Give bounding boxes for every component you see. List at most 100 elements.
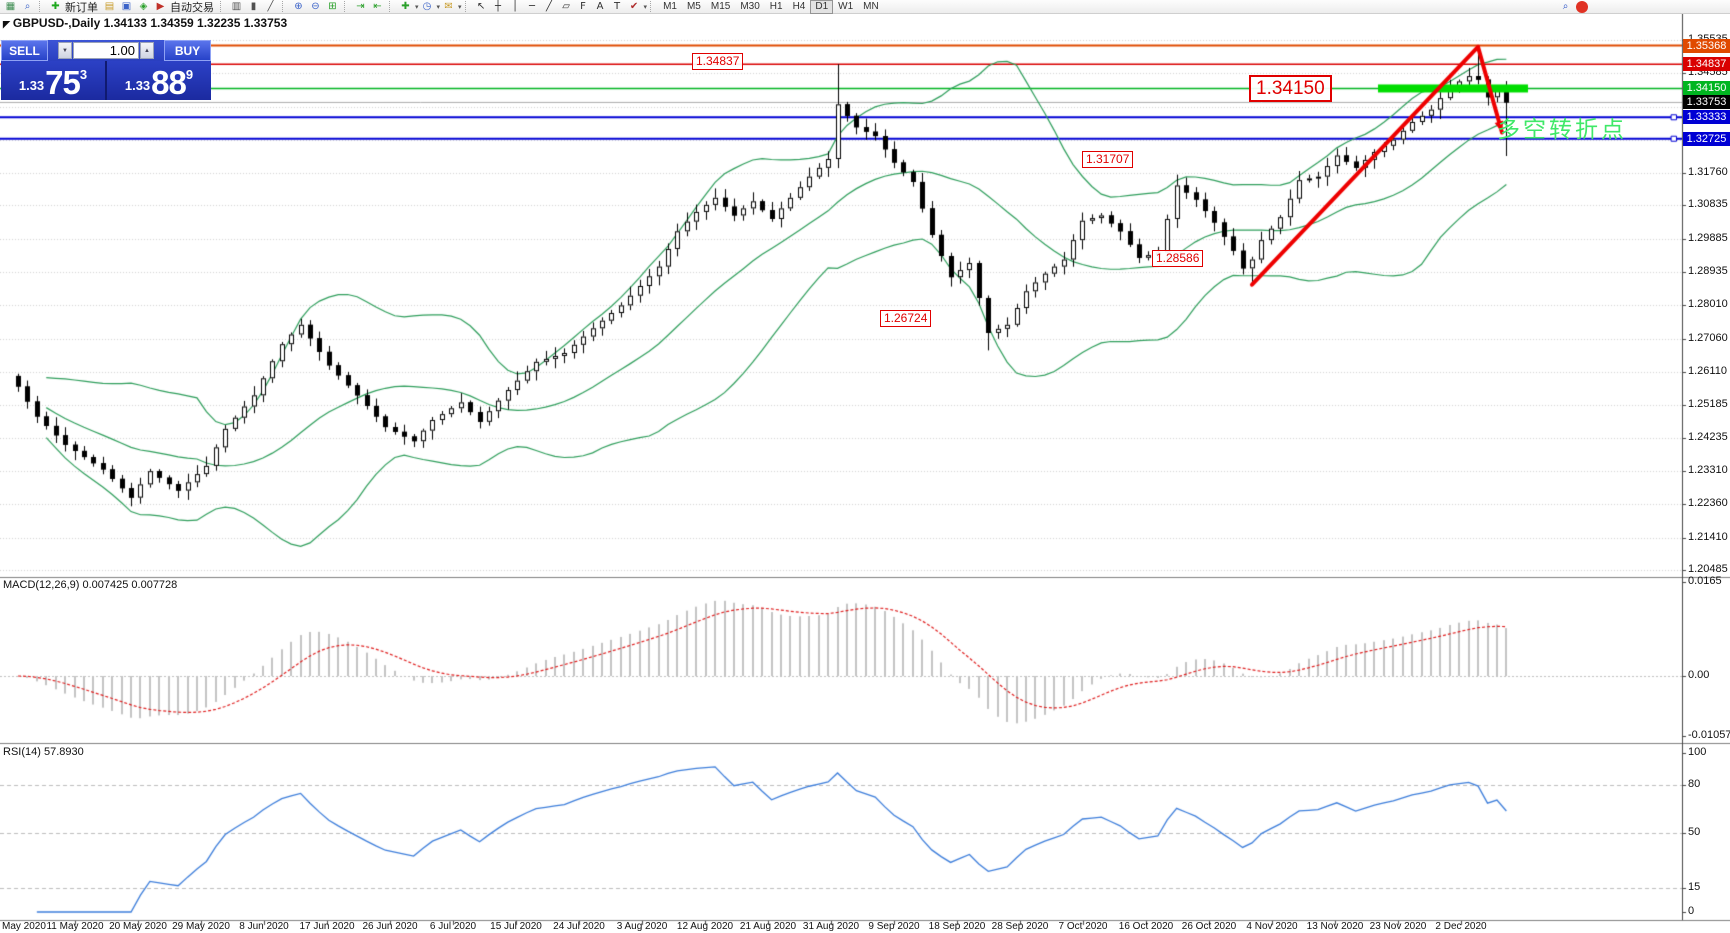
rsi-axis-tick: 100: [1688, 746, 1707, 758]
price-axis-tag: 1.34150: [1683, 81, 1730, 96]
bar-chart-icon[interactable]: ▥: [231, 0, 242, 12]
rsi-axis-tick: 15: [1688, 881, 1701, 894]
price-callout[interactable]: 1.34837: [692, 53, 744, 70]
buy-button[interactable]: BUY: [164, 40, 211, 61]
turning-point-annotation[interactable]: 多空转折点: [1497, 116, 1627, 142]
volume-control: ▼ ▲: [48, 42, 164, 59]
timeframe-m5-button[interactable]: M5: [686, 0, 701, 12]
buy-price-point: 9: [185, 67, 194, 82]
volume-decrease-button[interactable]: ▼: [58, 42, 72, 59]
macd-indicator-label: MACD(12,26,9) 0.007425 0.007728: [3, 579, 178, 591]
text-label-icon[interactable]: T: [613, 0, 621, 12]
price-axis-tick: 1.28010: [1688, 298, 1728, 311]
date-axis-label: 9 Sep 2020: [868, 921, 920, 932]
crosshair-icon[interactable]: ┼: [495, 0, 502, 12]
date-axis-label: May 2020: [2, 921, 46, 932]
date-axis-label: 28 Sep 2020: [991, 921, 1049, 932]
price-callout[interactable]: 1.31707: [1082, 151, 1134, 168]
date-axis-label: 16 Oct 2020: [1118, 921, 1174, 932]
sell-price[interactable]: 1.33 75 3: [1, 61, 107, 100]
horizontal-line-icon[interactable]: ─: [529, 0, 536, 12]
price-callout[interactable]: 1.28586: [1152, 250, 1204, 267]
main-toolbar: ▦ ⌕ ✚ 新订单 ▤ ▣ ◈ ▶ 自动交易 ▥ ▮ ╱ ⊕ ⊖ ⊞ ⇥ ⇤ ✚ ▾ ◷ ▾ ✉ ▾ ↖ ┼ │ ─ ╱ ▱ F A T ✔ ▾ M…: [0, 0, 1730, 14]
timeframe-m1-button[interactable]: M1: [663, 0, 677, 12]
market-watch-icon[interactable]: ▣: [121, 0, 132, 12]
channel-icon[interactable]: ▱: [562, 0, 570, 12]
cursor-icon[interactable]: ↖: [476, 0, 486, 12]
new-order-icon[interactable]: ✚: [51, 0, 60, 12]
signals-icon[interactable]: ◈: [139, 0, 148, 12]
line-chart-icon[interactable]: ╱: [267, 0, 274, 12]
chart-title: ◤ GBPUSD-,Daily 1.34133 1.34359 1.32235 1…: [3, 16, 287, 30]
date-axis-label: 31 Aug 2020: [802, 921, 860, 932]
fibonacci-icon[interactable]: F: [580, 0, 586, 12]
volume-increase-button[interactable]: ▲: [140, 42, 154, 59]
arrows-icon-dropdown[interactable]: ▾: [643, 3, 648, 11]
search-icon[interactable]: ⌕: [1562, 0, 1569, 12]
price-axis-tag: 1.32725: [1683, 131, 1730, 146]
candlestick-chart-icon[interactable]: ▮: [250, 0, 257, 12]
arrows-icon[interactable]: ✔: [629, 0, 639, 12]
tile-windows-icon[interactable]: ⊞: [328, 0, 337, 12]
sell-price-pips: 75: [45, 64, 81, 101]
date-axis-label: 20 May 2020: [109, 921, 167, 932]
zoom-in-icon[interactable]: ⊕: [294, 0, 303, 12]
date-axis-label: 18 Sep 2020: [928, 921, 986, 932]
sell-button[interactable]: SELL: [1, 40, 48, 61]
profiles-icon[interactable]: ⌕: [24, 0, 31, 12]
price-callout[interactable]: 1.34150: [1249, 75, 1332, 102]
autotrading-icon[interactable]: ▶: [156, 0, 165, 12]
vertical-line-icon[interactable]: │: [512, 0, 519, 12]
date-axis-label: 2 Dec 2020: [1435, 921, 1487, 932]
date-axis-label: 15 Jul 2020: [490, 921, 542, 932]
macd-axis-tick: 0.0165: [1688, 574, 1722, 587]
volume-input[interactable]: [73, 42, 139, 59]
new-chart-icon[interactable]: ▦: [5, 0, 16, 12]
date-axis-label: 13 Nov 2020: [1306, 921, 1364, 932]
macd-axis-tick: 0.00: [1688, 669, 1710, 681]
timeframe-h1-button[interactable]: H1: [769, 0, 783, 12]
toolbar-separator: [220, 1, 225, 12]
new-order-icon-label[interactable]: 新订单: [65, 1, 98, 14]
templates-icon[interactable]: ✉: [444, 0, 453, 12]
timeframe-m30-button[interactable]: M30: [740, 0, 760, 12]
indicators-icon[interactable]: ✚: [401, 0, 410, 12]
timeframe-w1-button[interactable]: W1: [838, 0, 854, 12]
price-axis-tick: 1.26110: [1688, 365, 1727, 378]
notifications-badge[interactable]: 1: [1576, 0, 1588, 13]
toolbar-separator: [389, 1, 394, 12]
toolbar-separator: [282, 1, 287, 12]
date-axis-label: 17 Jun 2020: [299, 921, 355, 932]
date-axis-label: 4 Nov 2020: [1246, 921, 1298, 932]
periods-icon[interactable]: ◷: [422, 0, 432, 12]
date-axis-label: 8 Jun 2020: [239, 921, 289, 932]
trendline-icon[interactable]: ╱: [546, 0, 553, 12]
price-axis-tick: 1.21410: [1688, 530, 1728, 543]
rsi-axis-tick: 80: [1688, 777, 1701, 790]
zoom-out-icon[interactable]: ⊖: [311, 0, 320, 12]
chart-shift-icon[interactable]: ⇤: [373, 0, 382, 12]
templates-icon-dropdown[interactable]: ▾: [458, 3, 462, 11]
auto-scroll-icon[interactable]: ⇥: [356, 0, 365, 12]
price-chart-canvas[interactable]: [0, 14, 1730, 933]
timeframe-mn-button[interactable]: MN: [863, 0, 879, 12]
date-axis-label: 3 Aug 2020: [616, 921, 668, 932]
timeframe-h4-button[interactable]: H4: [792, 0, 806, 12]
autotrading-icon-label[interactable]: 自动交易: [170, 1, 214, 14]
text-icon[interactable]: A: [596, 0, 604, 12]
buy-price-pips: 88: [151, 64, 187, 101]
date-axis-label: 12 Aug 2020: [676, 921, 734, 932]
timeframe-d1-button[interactable]: D1: [810, 0, 834, 14]
history-center-icon[interactable]: ▤: [104, 0, 115, 12]
price-callout[interactable]: 1.26724: [880, 310, 932, 327]
indicators-icon-dropdown[interactable]: ▾: [415, 3, 419, 11]
date-axis-label: 26 Oct 2020: [1181, 921, 1237, 932]
price-axis-tick: 1.30835: [1688, 198, 1728, 211]
buy-price[interactable]: 1.33 88 9: [107, 61, 211, 100]
date-axis-label: 29 May 2020: [172, 921, 230, 932]
periods-icon-dropdown[interactable]: ▾: [436, 3, 441, 11]
date-axis-label: 26 Jun 2020: [362, 921, 418, 932]
timeframe-m15-button[interactable]: M15: [710, 0, 731, 12]
